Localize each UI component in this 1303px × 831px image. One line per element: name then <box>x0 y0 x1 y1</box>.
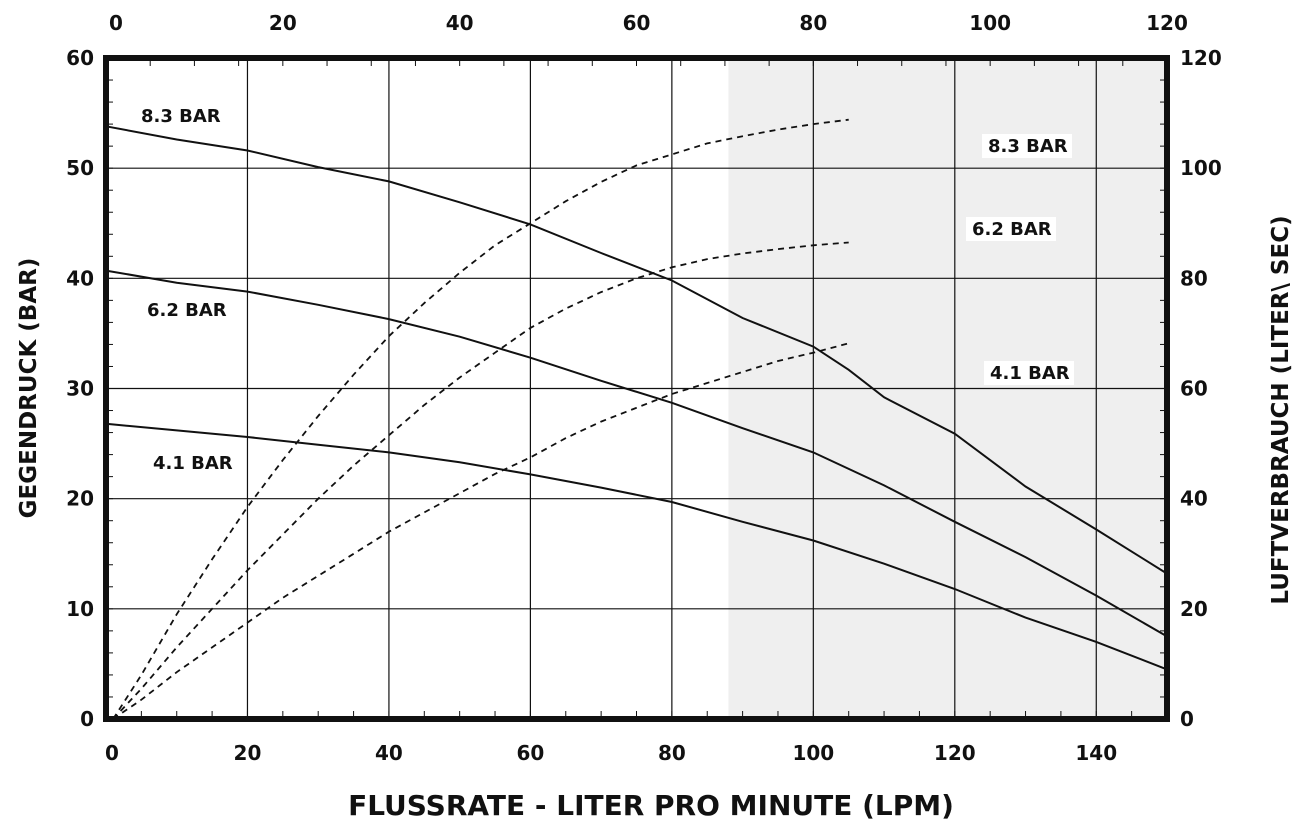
series-label-background <box>984 361 1074 385</box>
pressure-series-label: 8.3 BAR <box>141 106 221 127</box>
series-lines <box>105 118 1168 720</box>
x-top-tick-label: 80 <box>799 11 827 35</box>
x-bottom-tick-label: 120 <box>934 741 976 765</box>
x-top-tick-label: 40 <box>446 11 474 35</box>
x-bottom-tick-label: 60 <box>516 741 544 765</box>
y-right-tick-label: 60 <box>1180 377 1208 401</box>
y-left-tick-label: 50 <box>66 156 94 180</box>
y-left-tick-label: 0 <box>80 707 94 731</box>
y-right-tick-label: 20 <box>1180 597 1208 621</box>
x-top-tick-label: 20 <box>269 11 297 35</box>
x-bottom-tick-label: 140 <box>1075 741 1117 765</box>
x-bottom-tick-label: 80 <box>658 741 686 765</box>
series-label-background <box>966 217 1056 241</box>
x-bottom-tick-label: 100 <box>792 741 834 765</box>
x-axis-title: FLUSSRATE - LITER PRO MINUTE (LPM) <box>348 789 954 822</box>
pressure-series-label: 4.1 BAR <box>153 453 233 474</box>
pressure-line-83 <box>105 125 1168 575</box>
y-right-tick-label: 120 <box>1180 46 1222 70</box>
air-consumption-series-label: 4.1 BAR <box>990 363 1070 384</box>
y-left-tick-label: 60 <box>66 46 94 70</box>
tick-labels: 0 20 40 60 80 100 120 140 0 20 40 60 80 100 120 0 10 20 30… <box>66 11 1222 765</box>
y-axis-left-title: GEGENDRUCK (BAR) <box>16 258 42 519</box>
air-consumption-line-62 <box>112 241 849 720</box>
x-top-tick-label: 0 <box>109 11 123 35</box>
air-consumption-series-label: 6.2 BAR <box>972 219 1052 240</box>
pressure-series-label: 6.2 BAR <box>147 300 227 321</box>
air-consumption-series-label: 8.3 BAR <box>988 136 1068 157</box>
y-right-tick-label: 0 <box>1180 707 1194 731</box>
x-bottom-tick-label: 40 <box>375 741 403 765</box>
y-left-tick-label: 20 <box>66 487 94 511</box>
y-right-tick-label: 40 <box>1180 487 1208 511</box>
pressure-line-41 <box>105 422 1168 671</box>
y-axis-right-title: LUFTVERBRAUCH (LITER\ SEC) <box>1268 215 1294 604</box>
y-right-tick-label: 80 <box>1180 266 1208 290</box>
x-top-tick-label: 120 <box>1146 11 1188 35</box>
x-bottom-tick-label: 0 <box>105 741 119 765</box>
air-consumption-line-41 <box>112 342 849 720</box>
plot-frame <box>103 55 1170 722</box>
gridlines <box>106 58 1167 719</box>
y-left-tick-label: 30 <box>66 377 94 401</box>
x-top-tick-label: 60 <box>623 11 651 35</box>
x-top-tick-label: 100 <box>969 11 1011 35</box>
series-label-background <box>982 134 1072 158</box>
pressure-line-62 <box>105 269 1168 638</box>
y-left-tick-label: 10 <box>66 597 94 621</box>
series-labels: 8.3 BAR 6.2 BAR 4.1 BAR 8.3 BAR 6.2 BAR 4.1 B… <box>141 106 1074 474</box>
y-left-tick-label: 40 <box>66 266 94 290</box>
y-right-tick-label: 100 <box>1180 156 1222 180</box>
x-bottom-tick-label: 20 <box>234 741 262 765</box>
